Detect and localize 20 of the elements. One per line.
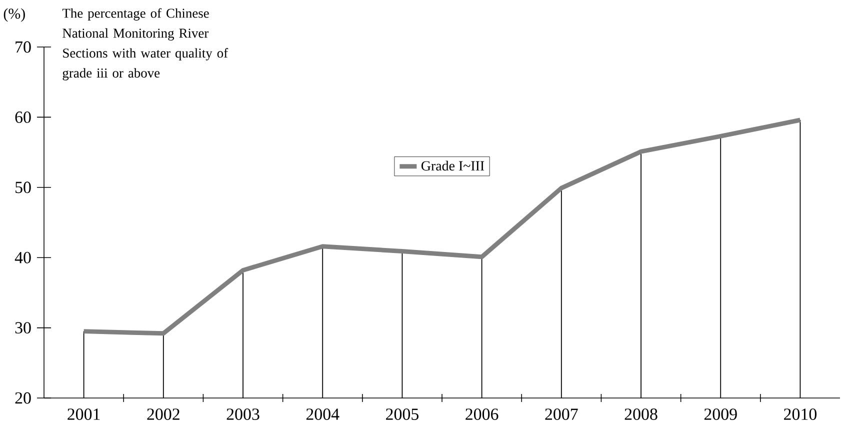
x-tick-label: 2005	[386, 408, 418, 420]
line-series	[82, 118, 802, 336]
x-tick-label: 2008	[624, 408, 658, 420]
x-tick-label: 2010	[784, 408, 817, 420]
x-tick-label: 2007	[545, 408, 578, 420]
y-tick-label: 30	[15, 322, 31, 334]
x-tick-label: 2009	[704, 408, 737, 420]
y-tick-label: 70	[16, 41, 31, 53]
chart-title: The percentage of Chinese National Monitoring River Sections with water quality of grade iii or above	[62, 8, 228, 80]
x-tick-label: 2004	[306, 408, 340, 420]
y-tick-label: 20	[15, 392, 31, 404]
y-axis-title: (%)	[4, 8, 25, 22]
x-tick-label: 2002	[147, 408, 180, 420]
x-tick-label: 2003	[226, 408, 260, 420]
y-tick-label: 50	[16, 182, 31, 194]
x-tick-label: 2006	[466, 408, 498, 420]
y-tick-label: 40	[14, 252, 31, 264]
legend-label: Grade I~III	[422, 160, 484, 171]
y-tick-label: 60	[15, 111, 31, 123]
x-tick-label: 2001	[68, 408, 100, 420]
